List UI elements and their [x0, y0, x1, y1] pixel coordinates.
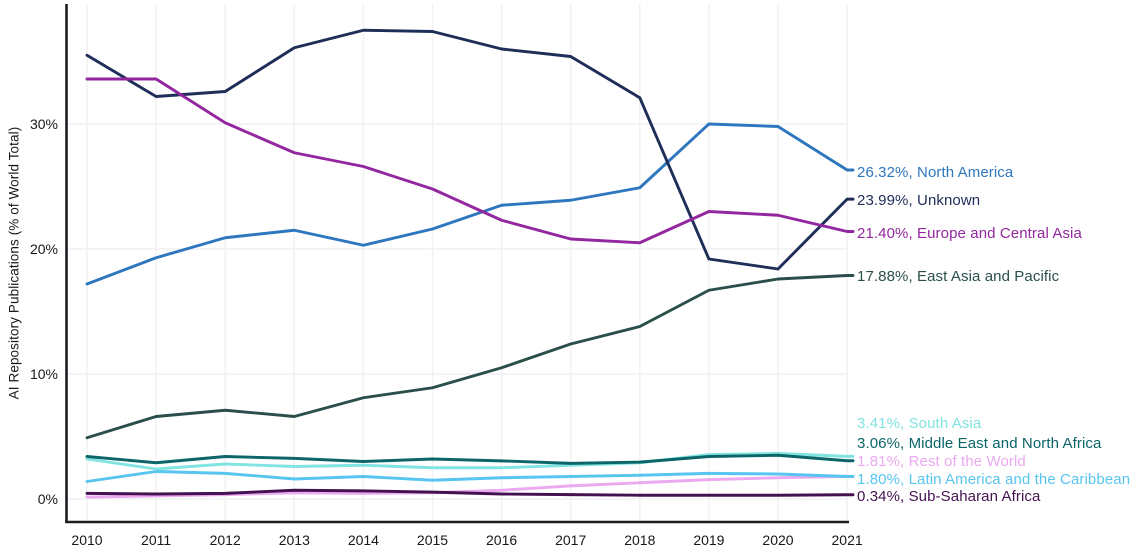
series-line-middle-east-and-north-africa — [85, 453, 855, 465]
y-tick-label: 20% — [30, 241, 58, 257]
series-end-label: 0.34%, Sub-Saharan Africa — [857, 488, 1041, 505]
series-line-latin-america-and-the-caribbean — [85, 470, 855, 483]
x-tick-label: 2014 — [348, 532, 379, 548]
x-tick-label: 2013 — [279, 532, 310, 548]
x-tick-label: 2012 — [210, 532, 241, 548]
series-end-label: 1.80%, Latin America and the Caribbean — [857, 471, 1130, 488]
x-tick-label: 2015 — [417, 532, 448, 548]
series-line-sub-saharan-africa — [85, 488, 855, 497]
x-tick-label: 2010 — [71, 532, 102, 548]
series-end-label: 3.06%, Middle East and North Africa — [857, 435, 1102, 452]
series-line-north-america — [85, 122, 855, 286]
x-tick-label: 2018 — [624, 532, 655, 548]
x-tick-label: 2017 — [555, 532, 586, 548]
y-axis-title: AI Repository Publications (% of World T… — [6, 126, 22, 400]
series-line-unknown — [85, 28, 855, 271]
x-tick-label: 2011 — [141, 532, 171, 548]
x-tick-label: 2019 — [693, 532, 724, 548]
series-line-east-asia-and-pacific — [85, 274, 855, 440]
x-tick-label: 2020 — [762, 532, 793, 548]
series-end-label: 23.99%, Unknown — [857, 192, 980, 209]
series-end-label: 3.41%, South Asia — [857, 415, 982, 432]
x-tick-label: 2016 — [486, 532, 517, 548]
y-tick-label: 30% — [30, 116, 58, 132]
x-tick-label: 2021 — [832, 532, 863, 548]
series-end-label: 21.40%, Europe and Central Asia — [857, 225, 1082, 242]
series-line-south-asia — [85, 451, 855, 471]
series-end-label: 26.32%, North America — [857, 164, 1014, 181]
y-tick-label: 0% — [38, 491, 58, 507]
y-tick-label: 10% — [30, 366, 58, 382]
series-end-label: 17.88%, East Asia and Pacific — [857, 268, 1060, 285]
series-end-label: 1.81%, Rest of the World — [857, 453, 1026, 470]
series-line-europe-and-central-asia — [85, 77, 855, 245]
